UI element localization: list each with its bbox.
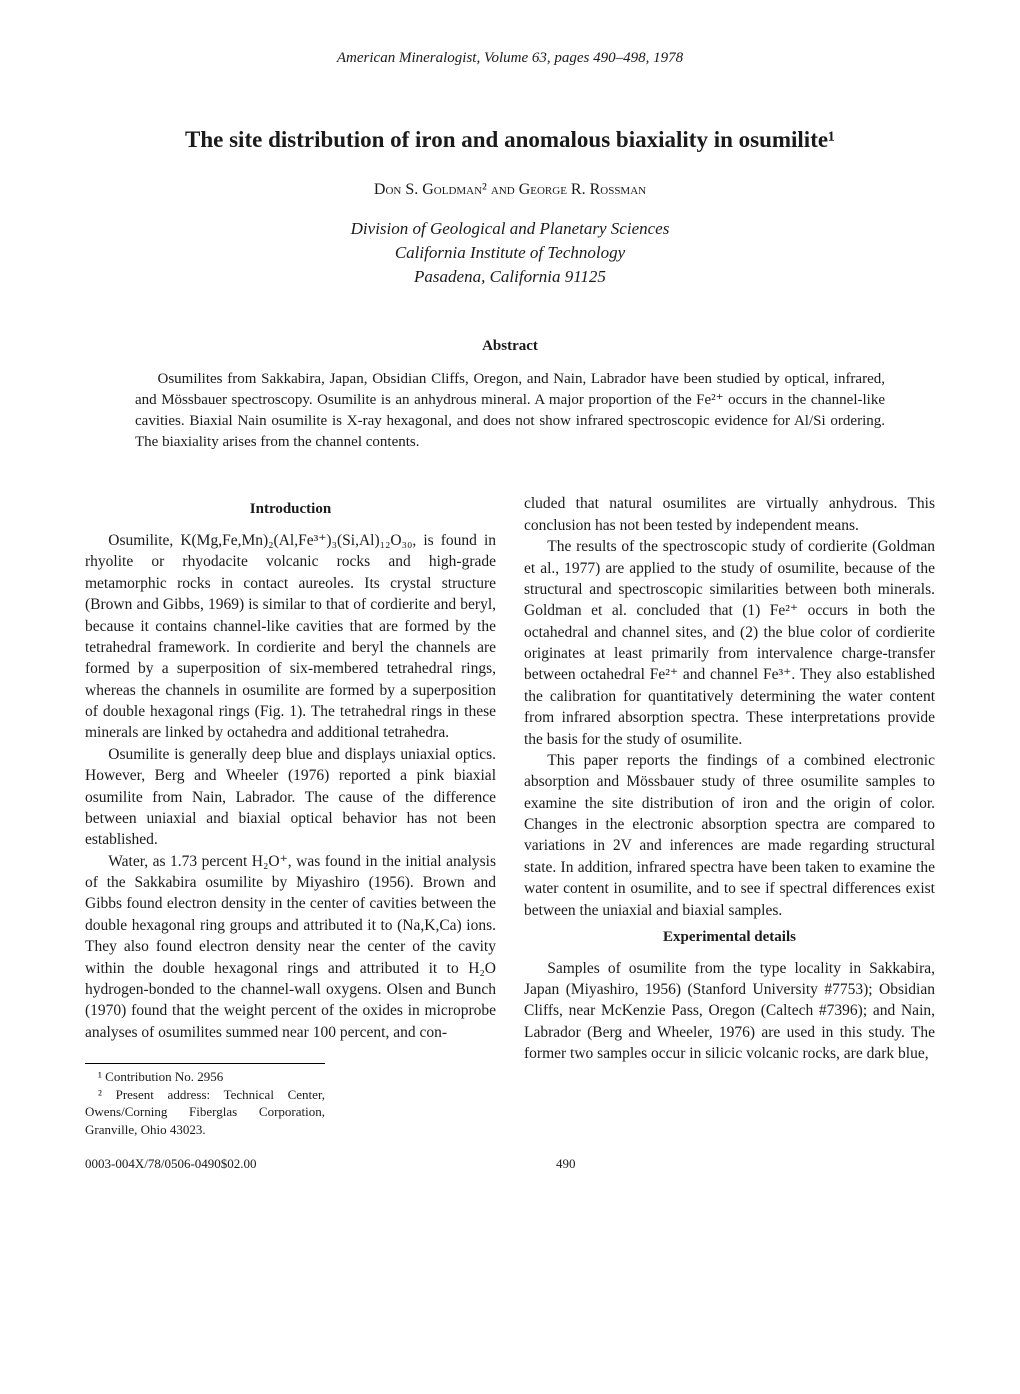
section-heading-introduction: Introduction — [85, 499, 496, 520]
left-column: Introduction Osumilite, K(Mg,Fe,Mn)₂(Al,… — [85, 493, 496, 1138]
footnote: ¹ Contribution No. 2956 — [85, 1068, 325, 1086]
article-title: The site distribution of iron and anomal… — [85, 127, 935, 153]
page-footer: 0003-004X/78/0506-0490$02.00 490 — [85, 1156, 935, 1172]
footer-code: 0003-004X/78/0506-0490$02.00 — [85, 1156, 257, 1172]
body-paragraph: Samples of osumilite from the type local… — [524, 958, 935, 1065]
body-paragraph: cluded that natural osumilites are virtu… — [524, 493, 935, 536]
right-column: cluded that natural osumilites are virtu… — [524, 493, 935, 1138]
authors-line: Don S. Goldman² and George R. Rossman — [85, 181, 935, 199]
page-container: American Mineralogist, Volume 63, pages … — [0, 0, 1020, 1232]
affiliation-block: Division of Geological and Planetary Sci… — [85, 217, 935, 288]
footnotes-block: ¹ Contribution No. 2956 ² Present addres… — [85, 1063, 325, 1138]
body-paragraph: The results of the spectroscopic study o… — [524, 536, 935, 750]
abstract-body: Osumilites from Sakkabira, Japan, Obsidi… — [135, 369, 885, 453]
section-heading-experimental: Experimental details — [524, 927, 935, 948]
body-paragraph: This paper reports the findings of a com… — [524, 750, 935, 921]
affiliation-line: Pasadena, California 91125 — [85, 265, 935, 289]
body-paragraph: Osumilite is generally deep blue and dis… — [85, 744, 496, 851]
footnote: ² Present address: Technical Center, Owe… — [85, 1086, 325, 1139]
body-paragraph: Water, as 1.73 percent H₂O⁺, was found i… — [85, 851, 496, 1043]
page-number: 490 — [556, 1156, 576, 1172]
author-names: Don S. Goldman² and George R. Rossman — [374, 181, 646, 198]
abstract-heading: Abstract — [85, 338, 935, 355]
body-paragraph: Osumilite, K(Mg,Fe,Mn)₂(Al,Fe³⁺)₃(Si,Al)… — [85, 530, 496, 744]
two-column-body: Introduction Osumilite, K(Mg,Fe,Mn)₂(Al,… — [85, 493, 935, 1138]
affiliation-line: Division of Geological and Planetary Sci… — [85, 217, 935, 241]
affiliation-line: California Institute of Technology — [85, 241, 935, 265]
journal-header: American Mineralogist, Volume 63, pages … — [85, 50, 935, 67]
